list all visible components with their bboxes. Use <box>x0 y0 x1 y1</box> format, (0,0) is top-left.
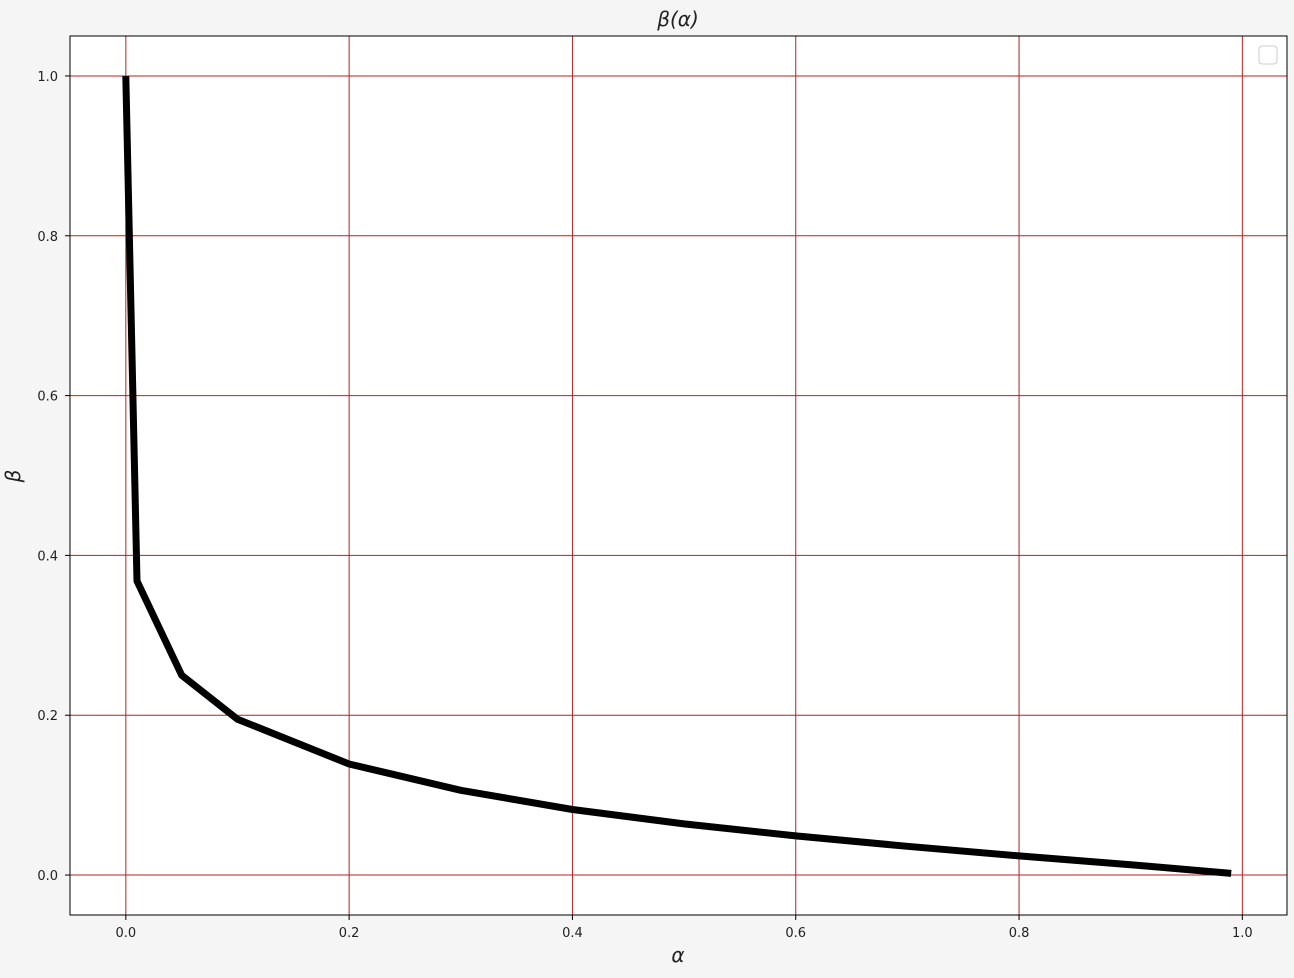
y-tick-label: 0.8 <box>37 230 58 245</box>
y-axis-ticks: 0.0 0.2 0.4 0.6 0.8 1.0 <box>37 70 70 884</box>
series-line <box>122 75 1232 877</box>
y-tick-label: 0.2 <box>37 709 58 724</box>
legend-box <box>1258 45 1278 65</box>
x-tick-label: 1.0 <box>1232 926 1253 941</box>
plot-area <box>70 36 1287 915</box>
series-layer <box>122 75 1232 877</box>
x-tick-label: 0.8 <box>1009 926 1030 941</box>
y-tick-label: 0.6 <box>37 390 58 405</box>
x-tick-label: 0.0 <box>115 926 136 941</box>
plot-frame <box>69 35 1288 916</box>
x-tick-label: 0.6 <box>785 926 806 941</box>
y-tick-label: 0.0 <box>37 869 58 884</box>
y-tick-label: 1.0 <box>37 70 58 85</box>
y-tick-label: 0.4 <box>37 549 58 564</box>
x-axis-label: α <box>671 943 684 967</box>
x-tick-label: 0.2 <box>339 926 360 941</box>
chart-title: β(α) <box>656 7 699 31</box>
grid-lines <box>70 36 1287 915</box>
y-axis-label: β <box>1 469 25 483</box>
x-tick-label: 0.4 <box>562 926 583 941</box>
x-axis-ticks: 0.0 0.2 0.4 0.6 0.8 1.0 <box>115 915 1253 941</box>
